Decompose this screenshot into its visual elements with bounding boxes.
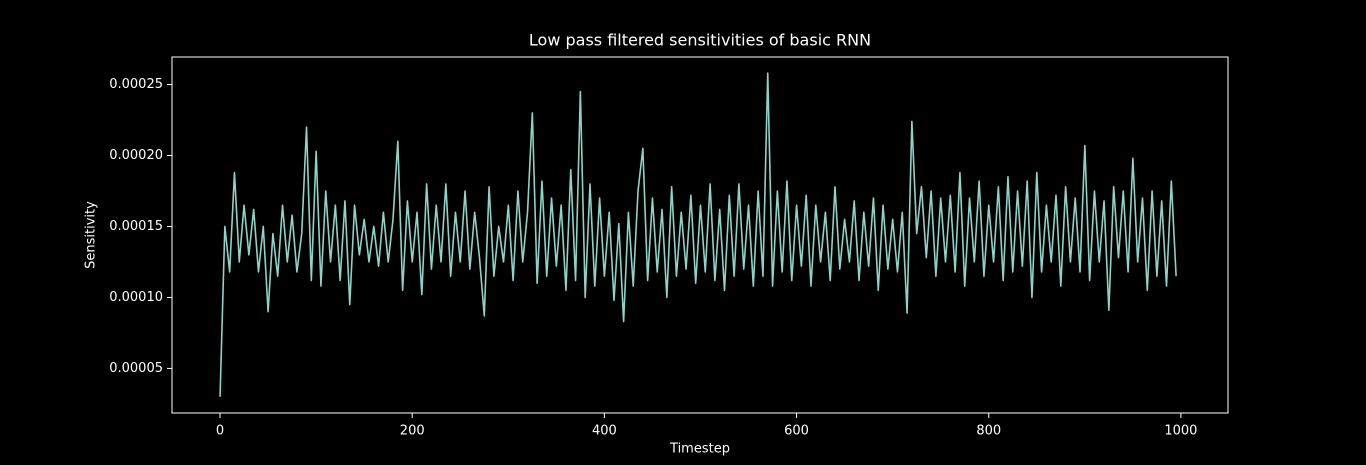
data-line — [219, 72, 1177, 397]
x-tick-label: 400 — [592, 424, 617, 439]
y-tick-label: 0.00005 — [109, 361, 163, 376]
x-tick-label: 1000 — [1164, 424, 1197, 439]
x-tick-label: 0 — [216, 424, 224, 439]
y-axis-label: Sensitivity — [84, 201, 99, 269]
y-tick-label: 0.00010 — [109, 290, 163, 305]
y-tick-label: 0.00015 — [109, 219, 163, 234]
x-axis-label: Timestep — [669, 442, 730, 457]
chart-title: Low pass filtered sensitivities of basic… — [529, 31, 871, 50]
x-tick-label: 800 — [976, 424, 1001, 439]
x-tick-label: 600 — [784, 424, 809, 439]
plot-frame — [171, 56, 1229, 414]
x-tick-label: 200 — [400, 424, 425, 439]
y-tick-label: 0.00020 — [109, 148, 163, 163]
y-tick-label: 0.00025 — [109, 77, 163, 92]
